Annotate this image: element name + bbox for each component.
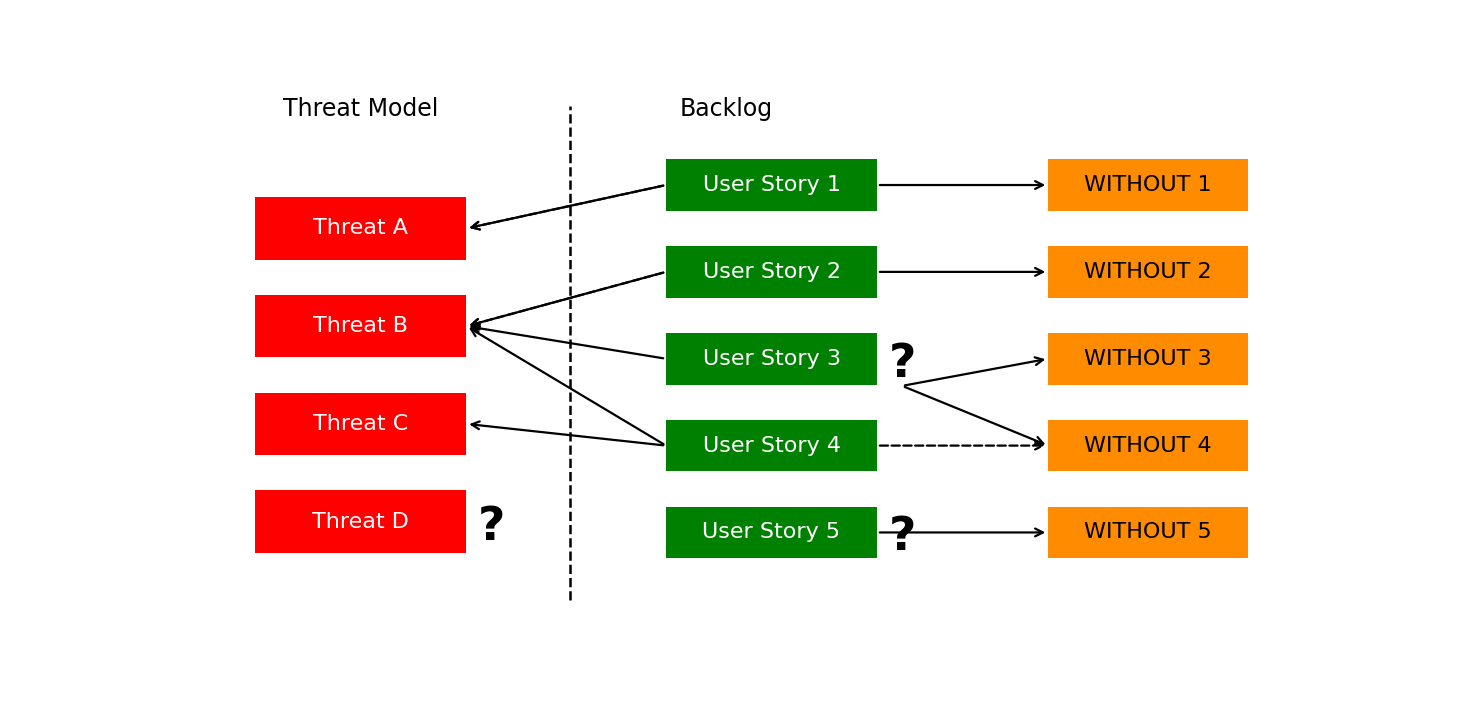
Text: Threat A: Threat A <box>314 219 408 238</box>
Text: User Story 3: User Story 3 <box>702 349 841 369</box>
FancyBboxPatch shape <box>1048 246 1248 298</box>
Text: WITHOUT 1: WITHOUT 1 <box>1085 175 1211 195</box>
FancyBboxPatch shape <box>665 507 877 558</box>
FancyBboxPatch shape <box>665 333 877 384</box>
FancyBboxPatch shape <box>255 393 467 455</box>
Text: User Story 1: User Story 1 <box>702 175 841 195</box>
Text: Threat C: Threat C <box>314 414 408 434</box>
FancyBboxPatch shape <box>255 491 467 553</box>
Text: WITHOUT 3: WITHOUT 3 <box>1085 349 1211 369</box>
FancyBboxPatch shape <box>1048 159 1248 211</box>
FancyBboxPatch shape <box>1048 419 1248 472</box>
Text: WITHOUT 4: WITHOUT 4 <box>1085 436 1211 455</box>
Text: Backlog: Backlog <box>679 97 773 121</box>
FancyBboxPatch shape <box>665 159 877 211</box>
Text: ?: ? <box>889 515 916 560</box>
Text: ?: ? <box>889 342 916 386</box>
Text: User Story 4: User Story 4 <box>702 436 841 455</box>
Text: WITHOUT 2: WITHOUT 2 <box>1085 262 1211 282</box>
Text: ?: ? <box>478 505 505 549</box>
FancyBboxPatch shape <box>1048 507 1248 558</box>
FancyBboxPatch shape <box>665 246 877 298</box>
Text: User Story 5: User Story 5 <box>702 522 841 542</box>
FancyBboxPatch shape <box>255 295 467 357</box>
FancyBboxPatch shape <box>1048 333 1248 384</box>
Text: Threat D: Threat D <box>312 512 409 532</box>
Text: Threat B: Threat B <box>314 316 408 336</box>
Text: Threat Model: Threat Model <box>283 97 439 121</box>
Text: User Story 2: User Story 2 <box>702 262 841 282</box>
Text: WITHOUT 5: WITHOUT 5 <box>1083 522 1211 542</box>
FancyBboxPatch shape <box>665 419 877 472</box>
FancyBboxPatch shape <box>255 197 467 259</box>
